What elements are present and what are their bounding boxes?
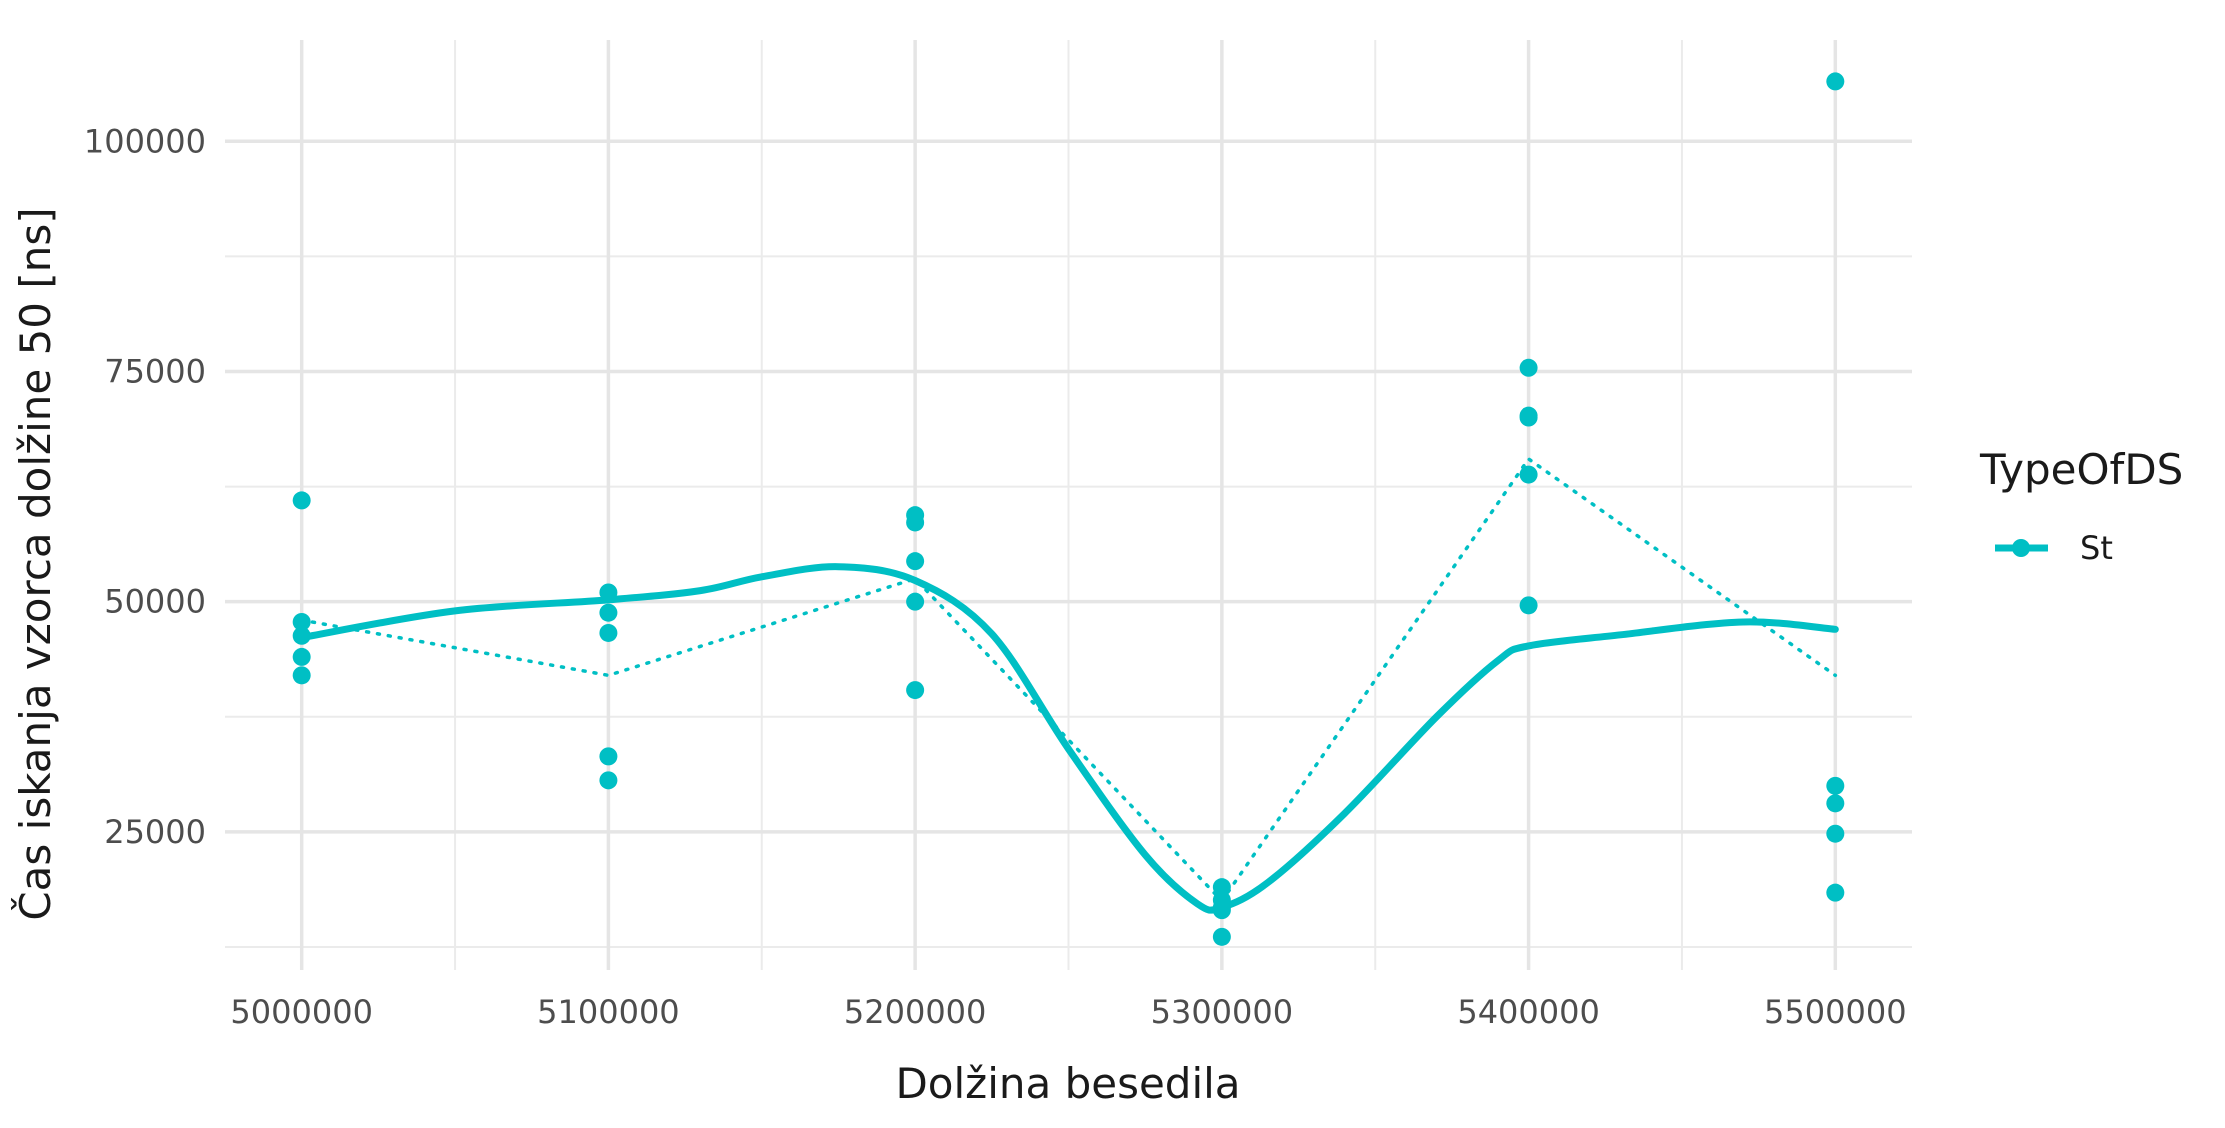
x-tick-label-5: 5500000	[1764, 993, 1907, 1031]
x-axis-ticks: 5000000 5100000 5200000 5300000 5400000 55000…	[230, 993, 1906, 1031]
data-point-19	[1212, 927, 1231, 946]
legend-key-point	[2012, 539, 2030, 557]
y-axis-title: Čas iskanja vzorca dolžine 50 [ns]	[10, 207, 60, 920]
data-point-15	[1212, 878, 1231, 897]
y-tick-label-1: 50000	[104, 583, 206, 621]
data-point-23	[1519, 465, 1538, 484]
data-point-1	[292, 612, 311, 631]
y-axis-ticks: 25000 50000 75000 100000	[84, 122, 206, 851]
y-tick-label-0: 25000	[104, 813, 206, 851]
smooth-line-st	[298, 563, 1839, 914]
legend-title: TypeOfDS	[1979, 445, 2183, 494]
data-point-11	[906, 513, 925, 532]
data-point-20	[1519, 358, 1538, 377]
data-point-7	[599, 623, 618, 642]
x-tick-label-0: 5000000	[230, 993, 373, 1031]
data-point-8	[599, 747, 618, 766]
series-lines	[298, 456, 1839, 914]
data-point-3	[292, 647, 311, 666]
x-tick-label-2: 5200000	[844, 993, 987, 1031]
data-point-2	[292, 626, 311, 645]
data-point-18	[1212, 901, 1231, 920]
data-point-0	[292, 491, 311, 510]
legend-label-st: St	[2080, 529, 2113, 567]
data-point-5	[599, 583, 618, 602]
y-tick-label-2: 75000	[104, 352, 206, 390]
data-point-25	[1826, 72, 1845, 91]
data-point-14	[906, 681, 925, 700]
data-point-26	[1826, 776, 1845, 795]
data-point-13	[906, 592, 925, 611]
data-point-6	[599, 603, 618, 622]
x-tick-label-1: 5100000	[537, 993, 680, 1031]
data-point-22	[1519, 408, 1538, 427]
data-point-12	[906, 552, 925, 571]
x-tick-label-3: 5300000	[1151, 993, 1294, 1031]
data-point-24	[1519, 596, 1538, 615]
data-point-28	[1826, 824, 1845, 843]
grid	[225, 40, 1912, 970]
data-point-27	[1826, 794, 1845, 813]
x-axis-title: Dolžina besedila	[895, 1059, 1240, 1108]
x-tick-label-4: 5400000	[1457, 993, 1600, 1031]
legend: TypeOfDS St	[1979, 445, 2183, 567]
data-point-29	[1826, 883, 1845, 902]
data-point-9	[599, 771, 618, 790]
data-point-4	[292, 666, 311, 685]
y-tick-label-3: 100000	[84, 122, 206, 160]
series-points	[292, 72, 1845, 946]
